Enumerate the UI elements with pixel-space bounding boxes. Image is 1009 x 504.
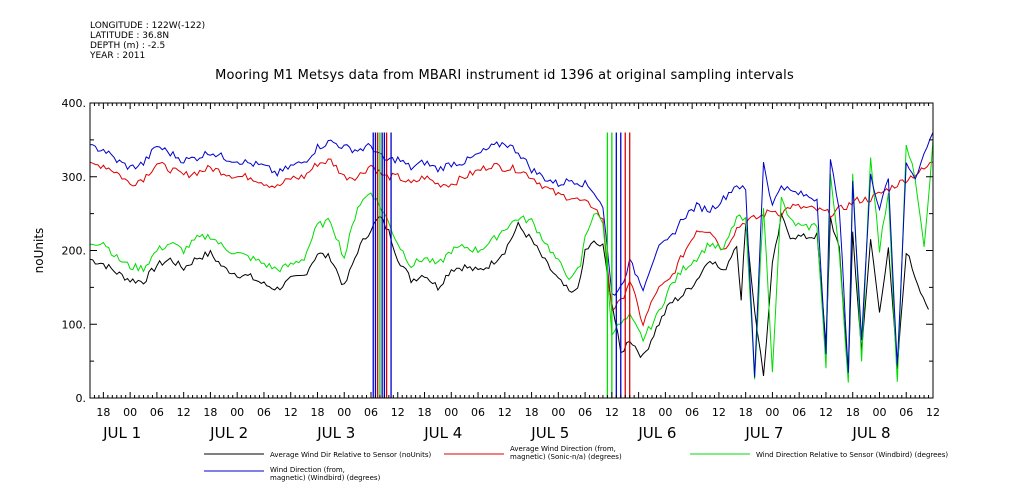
metadata-block: LONGITUDE : 122W(-122) LATITUDE : 36.8N …: [90, 21, 205, 61]
x-hour-label: 12: [284, 406, 298, 419]
x-hour-label: 06: [471, 406, 485, 419]
x-day-label: JUL 8: [851, 424, 890, 442]
x-hour-label: 00: [444, 406, 458, 419]
series-line-3: [90, 139, 933, 383]
chart-title: Mooring M1 Metsys data from MBARI instru…: [215, 68, 794, 83]
x-hour-label: 00: [872, 406, 886, 419]
x-day-label: JUL 4: [423, 424, 462, 442]
legend-label: Wind Direction Relative to Sensor (Windb…: [756, 451, 948, 459]
x-hour-label: 18: [739, 406, 753, 419]
y-tick-label: 100.: [62, 318, 87, 331]
x-hour-label: 00: [765, 406, 779, 419]
longitude-label: LONGITUDE : 122W(-122): [90, 21, 206, 31]
x-day-label: JUL 2: [209, 424, 248, 442]
year-label: YEAR : 2011: [90, 51, 146, 61]
x-hour-label: 06: [685, 406, 699, 419]
legend-label: Average Wind Dir Relative to Sensor (noU…: [270, 451, 431, 459]
legend-label: Average Wind Direction (from,: [510, 445, 616, 453]
x-hour-label: 00: [551, 406, 565, 419]
x-hour-label: 18: [846, 406, 860, 419]
x-day-label: JUL 1: [102, 424, 141, 442]
x-hour-label: 06: [150, 406, 164, 419]
x-hour-label: 00: [337, 406, 351, 419]
x-day-label: JUL 5: [530, 424, 569, 442]
y-axis-label: noUnits: [32, 228, 46, 274]
x-day-label: JUL 3: [316, 424, 355, 442]
depth-label: DEPTH (m) : -2.5: [90, 41, 166, 51]
x-hour-label: 12: [177, 406, 191, 419]
y-tick-label: 0.: [76, 392, 87, 405]
legend-label: magnetic) (Windbird) (degrees): [270, 474, 381, 482]
x-hour-label: 18: [525, 406, 539, 419]
series-layer: [90, 132, 933, 398]
x-hour-label: 00: [230, 406, 244, 419]
axes-layer: 0. 100. 200. 300. 400. noUnits 18 00 06 12 18 00 06 1…: [32, 97, 940, 442]
plot-frame: [89, 102, 934, 399]
y-tick-label: 300.: [62, 171, 87, 184]
legend-label: magnetic) (Sonic-n/a) (degrees): [510, 453, 622, 461]
x-hour-label: 06: [899, 406, 913, 419]
x-day-label: JUL 7: [744, 424, 783, 442]
series-line-1: [90, 212, 929, 378]
x-day-label: JUL 6: [637, 424, 676, 442]
x-hour-label: 18: [203, 406, 217, 419]
x-hour-label: 12: [926, 406, 940, 419]
latitude-label: LATITUDE : 36.8N: [90, 31, 170, 41]
legend: Average Wind Dir Relative to Sensor (noU…: [204, 445, 948, 482]
x-hour-label: 18: [632, 406, 646, 419]
x-hour-label: 12: [498, 406, 512, 419]
x-hour-label: 06: [578, 406, 592, 419]
x-hour-label: 12: [819, 406, 833, 419]
x-hour-label: 12: [712, 406, 726, 419]
x-hour-label: 18: [310, 406, 324, 419]
x-hour-label: 12: [391, 406, 405, 419]
x-hour-label: 00: [123, 406, 137, 419]
legend-label: Wind Direction (from,: [270, 466, 345, 474]
x-hour-label: 18: [418, 406, 432, 419]
x-hour-label: 12: [605, 406, 619, 419]
x-hour-label: 06: [792, 406, 806, 419]
x-hour-label: 00: [658, 406, 672, 419]
series-line-4: [90, 132, 933, 378]
x-hour-label: 18: [96, 406, 110, 419]
x-hour-label: 06: [257, 406, 271, 419]
x-hour-label: 06: [364, 406, 378, 419]
y-tick-label: 200.: [62, 245, 87, 258]
series-line-2: [90, 158, 933, 328]
y-tick-label: 400.: [62, 97, 87, 110]
